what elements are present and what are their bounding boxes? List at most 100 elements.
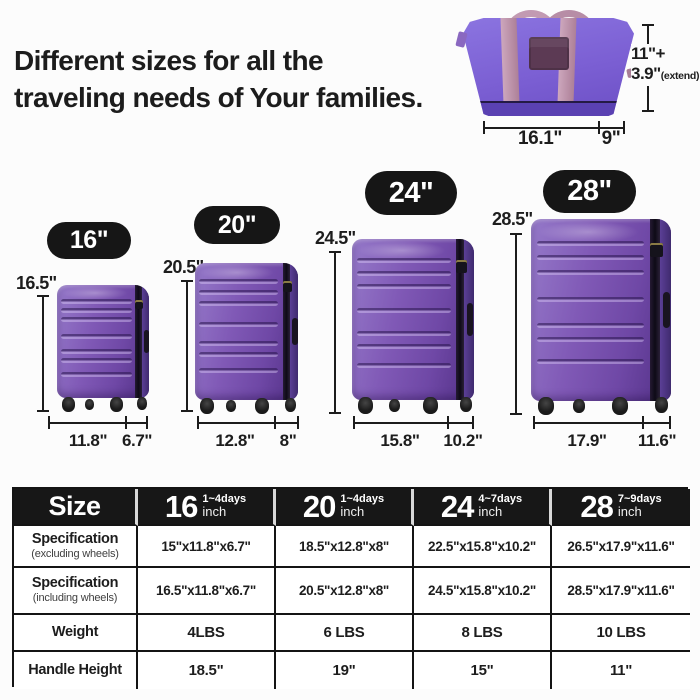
col-16-number: 16 [164, 488, 198, 524]
row-label-handle-height: Handle Height [14, 652, 138, 689]
duffel-width-label: 16.1" [518, 128, 562, 149]
height-label-16: 16.5" [16, 273, 57, 293]
width-measure-line-28 [533, 416, 671, 429]
col-28-number: 28 [580, 488, 613, 524]
height-label-24: 24.5" [315, 228, 356, 248]
suitcase-zipper-band [455, 239, 465, 400]
suitcase-wheel [388, 399, 400, 412]
suitcase-wheel [538, 397, 554, 415]
row-label-spec-excluding: Specification (excluding wheels) [14, 526, 138, 568]
table-cell: 19" [276, 652, 414, 689]
col-20-unit: inch [340, 504, 365, 520]
suitcase-wheel [225, 400, 236, 412]
table-cell: 22.5"x15.8"x10.2" [414, 526, 552, 568]
suitcase-wheel [612, 397, 629, 415]
suitcase-zipper-band [135, 285, 142, 398]
table-cell: 24.5"x15.8"x10.2" [414, 568, 552, 615]
col-16-days: 1~4days [202, 492, 247, 505]
depth-label-28: 11.6" [637, 431, 677, 450]
col-24-days: 4~7days [478, 492, 523, 505]
width-measure-line-16 [48, 416, 148, 429]
width-label-24: 15.8" [380, 431, 420, 450]
duffel-strap [500, 18, 521, 105]
suitcase-side-handle [292, 317, 298, 346]
height-label-20: 20.5" [163, 257, 204, 277]
suitcase-side-handle [143, 330, 149, 353]
table-cell: 6 LBS [276, 615, 414, 652]
height-measure-line-20 [181, 280, 193, 412]
row-label-spec-including: Specification (including wheels) [14, 568, 138, 615]
width-label-20: 12.8" [215, 431, 255, 450]
table-header-20: 20 1~4days inch [276, 489, 414, 526]
depth-label-24: 10.2" [443, 431, 483, 450]
suitcase-28-shell [531, 219, 671, 401]
duffel-extend-suffix: (extend) [660, 70, 700, 82]
col-24-number: 24 [440, 488, 474, 524]
table-cell: 16.5"x11.8"x6.7" [138, 568, 276, 615]
col-16-unit: inch [202, 504, 227, 520]
table-header-size-label: Size [48, 491, 101, 521]
suitcase-zipper-band [650, 219, 660, 401]
table-cell: 11" [552, 652, 690, 689]
duffel-label-patch [528, 36, 569, 70]
height-measure-line-28 [510, 233, 522, 415]
size-badge-28-label: 28" [567, 175, 612, 207]
page-title-line1: Different sizes for all the [14, 45, 324, 76]
size-badge-24-label: 24" [388, 176, 434, 209]
suitcase-20 [195, 263, 298, 414]
duffel-side-tab [455, 31, 468, 48]
table-cell: 4LBS [138, 615, 276, 652]
duffel-body [463, 18, 634, 116]
suitcase-24-shell [352, 239, 474, 400]
col-20-number: 20 [302, 488, 336, 524]
suitcase-wheel [137, 397, 148, 410]
duffel-width-measure-line [483, 121, 625, 134]
size-badge-24: 24" [365, 171, 457, 215]
suitcase-16 [57, 285, 149, 412]
row-label-text: Specification [31, 575, 119, 592]
size-badge-20-label: 20" [217, 210, 257, 239]
duffel-bag [455, 10, 641, 116]
duffel-extend-value: 3.9" [631, 64, 661, 83]
row-label-weight: Weight [14, 615, 138, 652]
suitcase-wheel [358, 397, 374, 414]
suitcase-wheel [284, 398, 296, 412]
table-cell: 15" [414, 652, 552, 689]
suitcase-20-shell [195, 263, 298, 400]
width-label-28: 17.9" [567, 431, 607, 450]
suitcase-wheel [110, 397, 124, 412]
suitcase-lock [282, 280, 292, 292]
table-cell: 8 LBS [414, 615, 552, 652]
table-cell: 20.5"x12.8"x8" [276, 568, 414, 615]
col-28-unit: inch [617, 504, 642, 520]
table-header-size: Size [14, 489, 138, 526]
size-badge-20: 20" [194, 206, 280, 244]
row-label-text: Handle Height [28, 661, 122, 678]
width-label-16: 11.8" [68, 431, 108, 450]
depth-label-16: 6.7" [121, 431, 153, 450]
duffel-depth-label: 9" [601, 128, 621, 149]
suitcase-lock [650, 242, 663, 258]
suitcase-wheel [84, 399, 94, 410]
duffel-expand-band [463, 101, 634, 116]
table-header-24: 24 4~7days inch [414, 489, 552, 526]
table-cell: 18.5" [138, 652, 276, 689]
width-measure-line-20 [197, 416, 299, 429]
suitcase-28 [531, 219, 671, 415]
table-cell: 28.5"x17.9"x11.6" [552, 568, 690, 615]
suitcase-wheel [254, 398, 269, 414]
row-label-text: Weight [51, 623, 99, 640]
table-cell: 26.5"x17.9"x11.6" [552, 526, 690, 568]
suitcase-side-handle [663, 291, 671, 329]
size-badge-16: 16" [47, 222, 131, 259]
suitcase-side-handle [467, 303, 474, 336]
col-24-unit: inch [478, 504, 503, 520]
table-cell: 18.5"x12.8"x8" [276, 526, 414, 568]
suitcase-wheel [655, 397, 669, 413]
col-20-days: 1~4days [340, 492, 385, 505]
height-label-28: 28.5" [492, 209, 533, 229]
suitcase-wheel [459, 397, 472, 412]
suitcase-wheel [61, 397, 75, 412]
size-badge-28: 28" [543, 170, 636, 213]
page-title-line2: traveling needs of Your families. [14, 82, 423, 113]
